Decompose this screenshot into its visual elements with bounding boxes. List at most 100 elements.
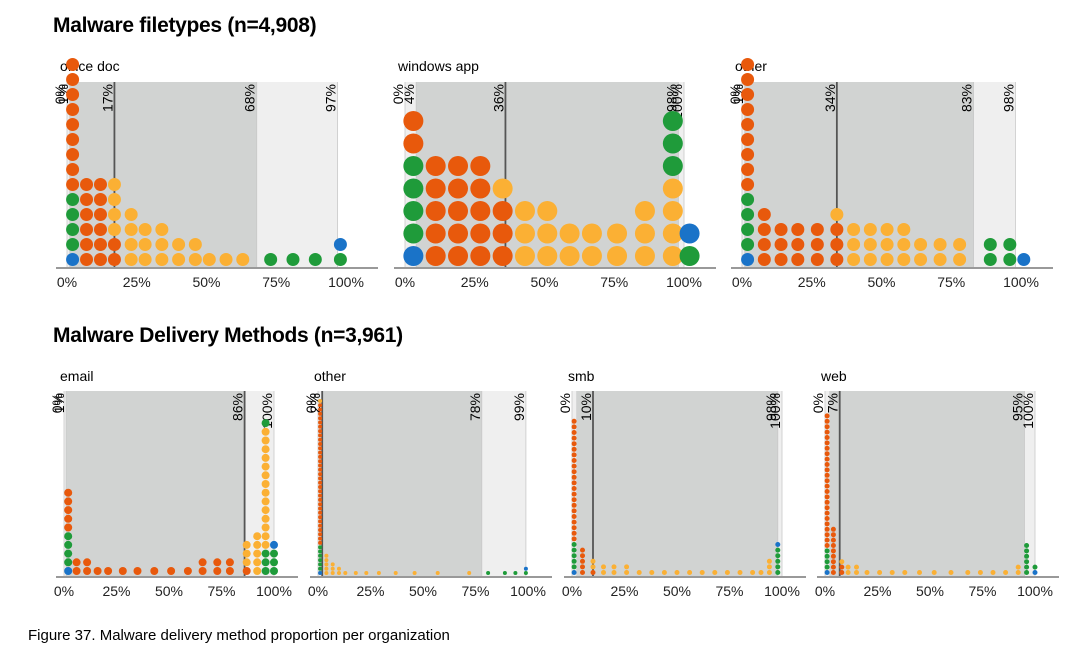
data-dot: [839, 570, 845, 575]
x-tick-label: 25%: [356, 583, 384, 599]
data-dot: [155, 238, 169, 251]
data-dot: [64, 532, 73, 541]
data-dot: [261, 488, 270, 497]
inner-range-band: [829, 391, 1025, 576]
data-dot: [571, 570, 577, 575]
data-dot: [261, 549, 270, 558]
data-dot: [318, 519, 323, 524]
data-dot: [741, 148, 755, 161]
data-dot: [425, 156, 446, 176]
percentile-label: 100%: [259, 393, 275, 429]
data-dot: [324, 553, 329, 558]
data-dot: [830, 208, 844, 221]
data-dot: [741, 238, 755, 251]
data-dot: [198, 567, 207, 575]
percentile-label: 34%: [822, 84, 838, 112]
data-dot: [537, 246, 558, 266]
data-dot: [66, 103, 80, 116]
data-dot: [897, 238, 911, 251]
data-dot: [824, 537, 830, 543]
data-dot: [741, 118, 755, 131]
data-dot: [636, 570, 642, 575]
percentile-label: 98%: [763, 393, 779, 421]
percentile-label: 95%: [1010, 393, 1026, 421]
data-dot: [897, 253, 911, 266]
data-dot: [662, 156, 683, 176]
data-dot: [261, 462, 270, 471]
data-dot: [824, 543, 830, 548]
data-dot: [261, 453, 270, 462]
data-dot: [270, 567, 278, 575]
data-dot: [830, 570, 836, 575]
data-dot: [863, 253, 877, 266]
data-dot: [649, 570, 655, 575]
data-dot: [741, 253, 755, 266]
data-dot: [830, 537, 836, 543]
data-dot: [824, 510, 830, 516]
percentile-label: 99%: [511, 393, 527, 421]
percentile-label: 17%: [99, 84, 115, 112]
data-dot: [470, 156, 491, 176]
data-dot: [270, 549, 278, 558]
data-dot: [64, 567, 73, 575]
data-dot: [318, 549, 323, 554]
data-dot: [124, 223, 138, 236]
data-dot: [766, 570, 772, 575]
data-dot: [824, 521, 830, 527]
data-dot: [318, 399, 323, 403]
data-dot: [580, 558, 585, 564]
data-dot: [83, 567, 92, 575]
data-dot: [107, 193, 121, 206]
x-tick-label: 100%: [764, 583, 800, 599]
data-dot: [864, 570, 870, 575]
data-dot: [66, 238, 80, 251]
data-dot: [80, 193, 94, 206]
data-dot: [601, 570, 606, 575]
data-dot: [571, 558, 577, 564]
data-dot: [318, 562, 323, 567]
data-dot: [64, 549, 73, 558]
data-dot: [425, 223, 446, 244]
x-tick-label: 75%: [262, 274, 290, 290]
data-dot: [1032, 570, 1038, 575]
data-dot: [854, 570, 859, 575]
data-dot: [590, 570, 596, 575]
data-dot: [337, 566, 341, 571]
data-dot: [1024, 553, 1030, 559]
data-dot: [435, 571, 440, 575]
data-dot: [824, 424, 830, 430]
data-dot: [80, 238, 94, 251]
data-dot: [775, 553, 781, 559]
data-dot: [607, 223, 628, 244]
percentile-label: 36%: [490, 84, 506, 112]
x-tick-label: 25%: [798, 274, 826, 290]
percentile-label: 0%: [303, 393, 319, 413]
x-tick-label: 75%: [600, 274, 628, 290]
data-dot: [662, 201, 683, 221]
data-dot: [104, 567, 113, 575]
data-dot: [318, 558, 323, 563]
data-dot: [580, 547, 585, 553]
data-dot: [403, 201, 424, 221]
data-dot: [674, 570, 680, 575]
data-dot: [513, 571, 518, 575]
data-dot: [880, 223, 894, 236]
data-dot: [580, 570, 585, 575]
data-dot: [679, 246, 700, 266]
data-dot: [1015, 564, 1021, 570]
data-dot: [590, 564, 596, 570]
chart-svg: 0%1% 86% 100%0% 25% 50% 75% 100%: [49, 391, 298, 599]
x-tick-label: 75%: [968, 583, 996, 599]
chart-svg: 0%4% 36% 98%100%0% 25% 50% 75% 100%: [390, 82, 716, 290]
data-dot: [824, 489, 830, 494]
x-tick-label: 0%: [562, 583, 582, 599]
data-dot: [155, 223, 169, 236]
data-dot: [64, 514, 73, 523]
data-dot: [242, 567, 251, 575]
x-tick-label: 25%: [123, 274, 151, 290]
data-dot: [757, 208, 771, 221]
data-dot: [324, 558, 329, 563]
data-dot: [470, 223, 491, 244]
data-dot: [571, 553, 577, 559]
data-dot: [830, 532, 836, 538]
